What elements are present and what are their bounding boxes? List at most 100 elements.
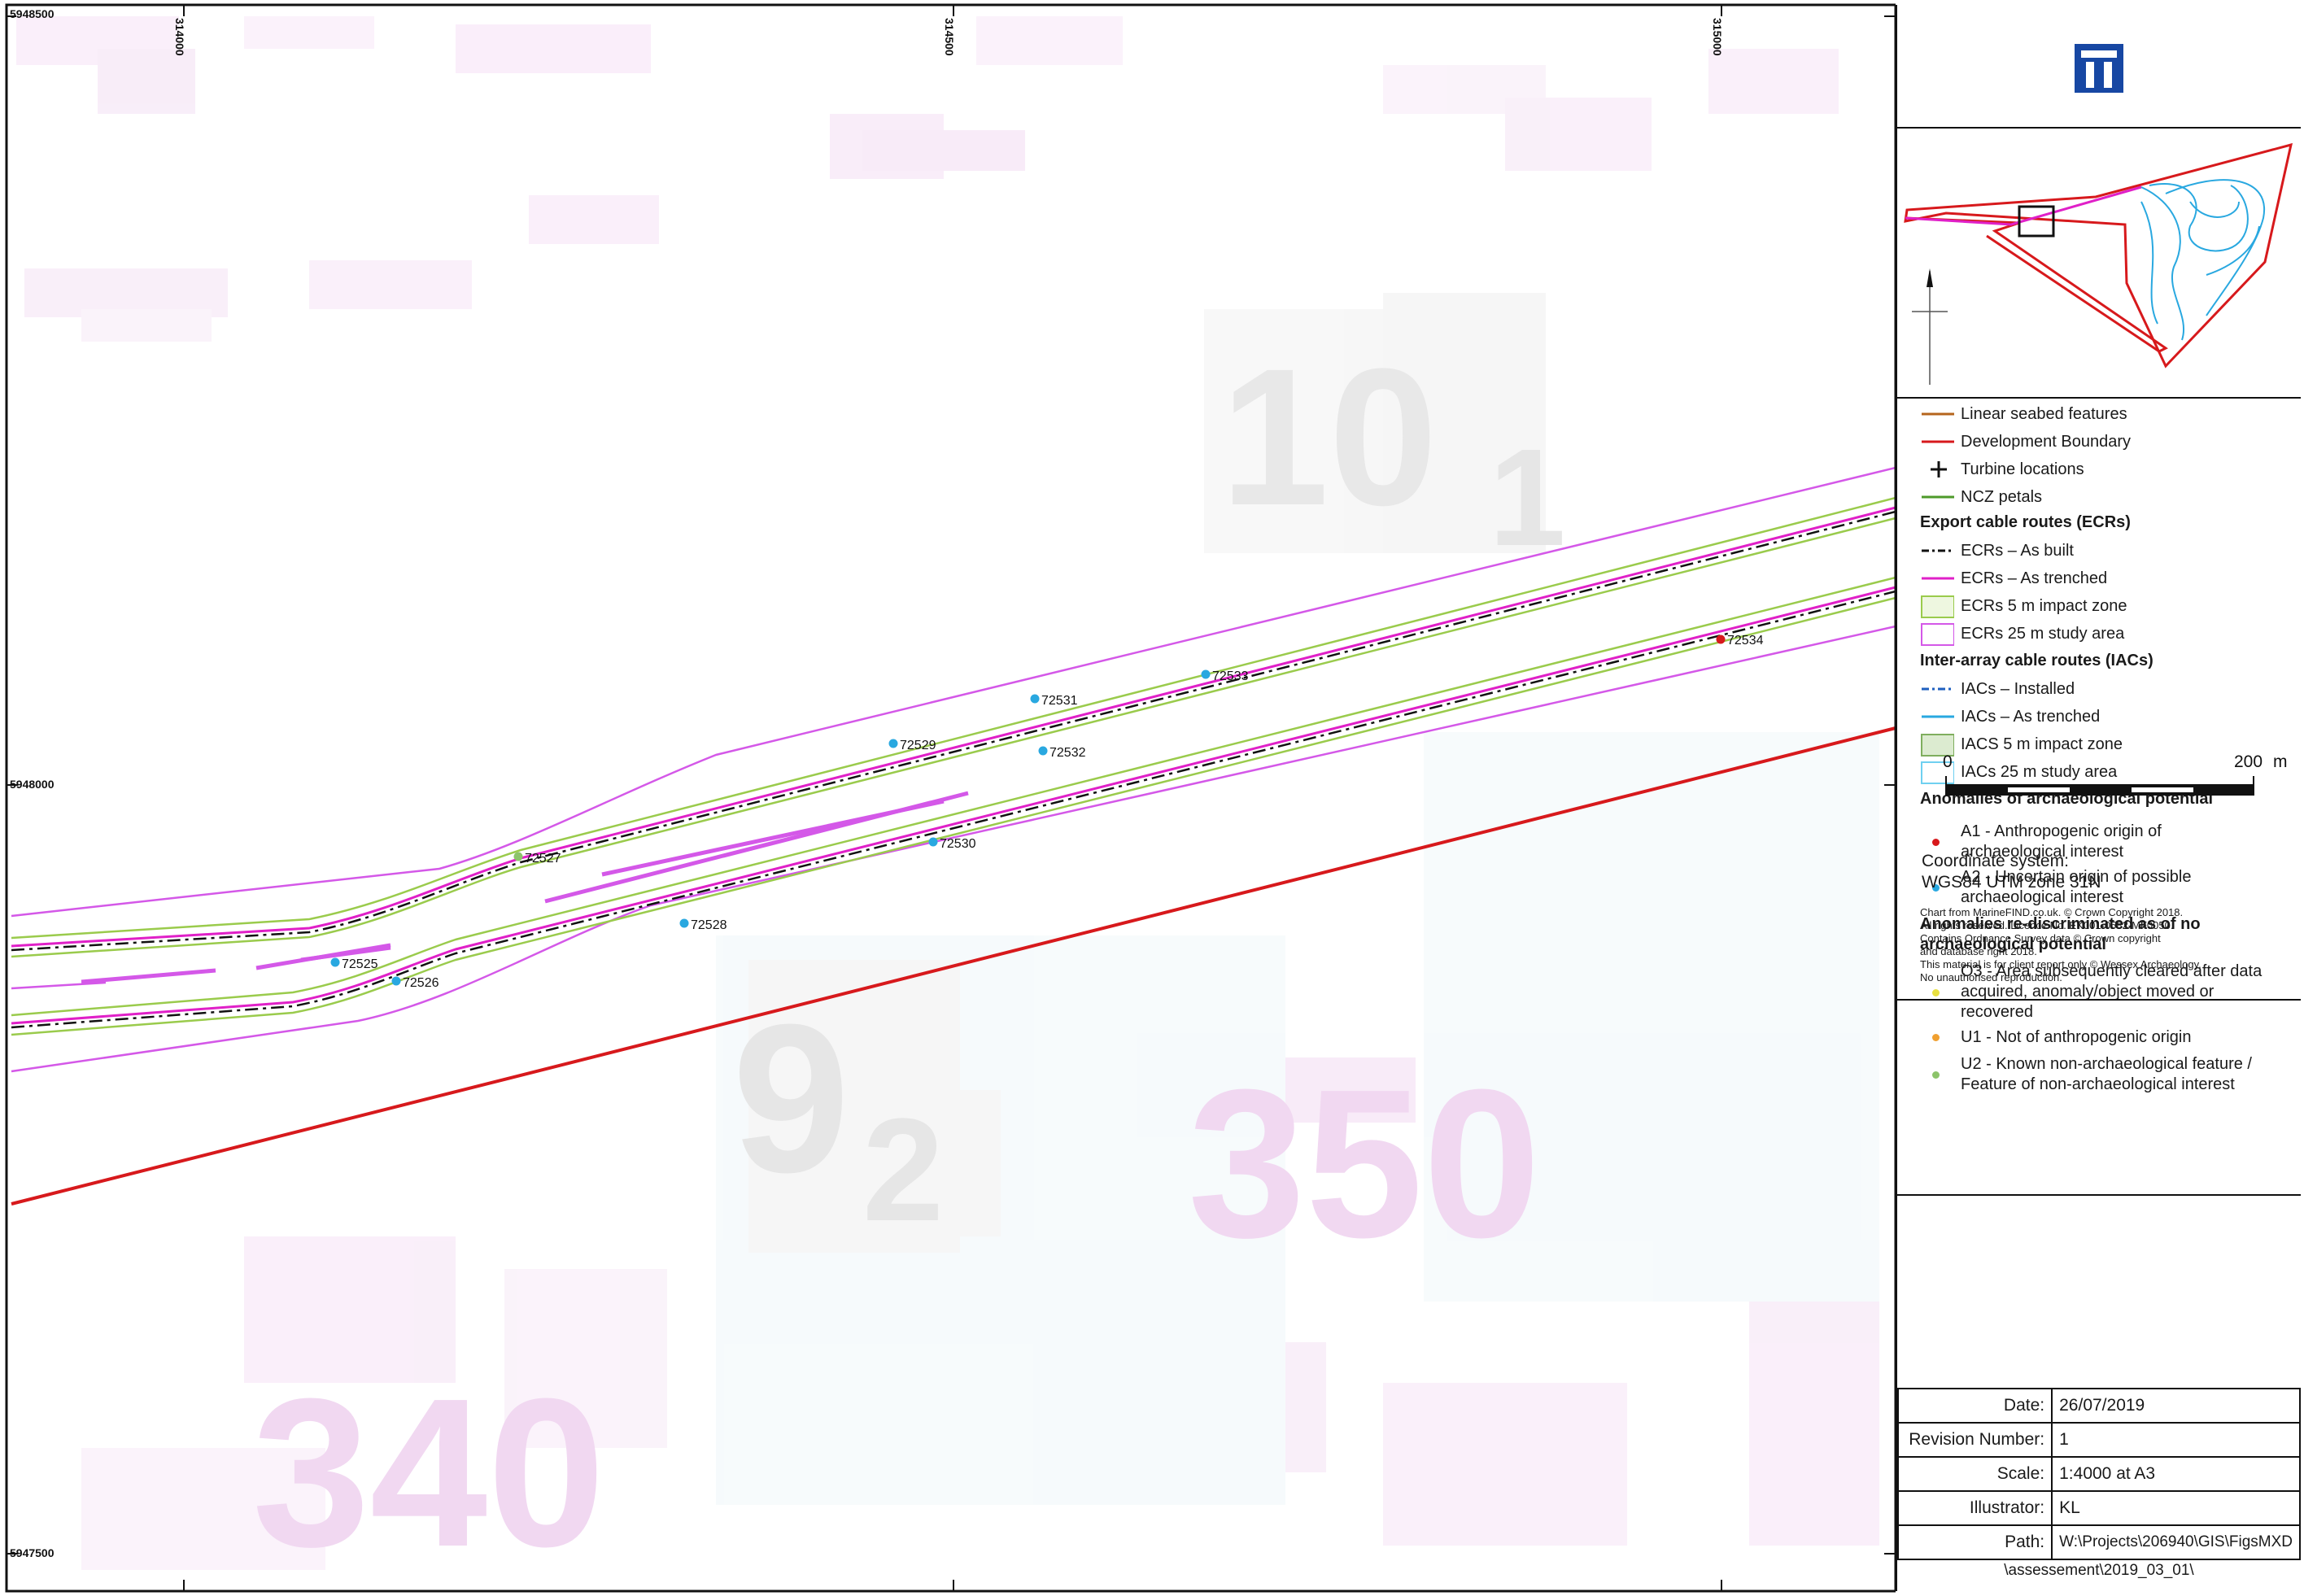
legend-label: U2 - Known non-archaeological feature / bbox=[1961, 1055, 2252, 1073]
path-key: Path: bbox=[1896, 1524, 2053, 1560]
legend-o3: O3 - Area subsequently cleared after dat… bbox=[1920, 962, 2262, 1023]
legend-label: ECRs – As built bbox=[1961, 541, 2074, 560]
legend-linear-seabed: Linear seabed features bbox=[1920, 403, 2127, 425]
map-canvas: 10 1 9 2 350 340 bbox=[5, 3, 1896, 1593]
coord-text: Coordinate system: WGS84 UTM zone 31N bbox=[1922, 852, 2101, 892]
anomaly-72531[interactable]: 72531 bbox=[1030, 694, 1078, 708]
legend-label: NCZ petals bbox=[1961, 487, 2043, 506]
depth-label: 340 bbox=[252, 1355, 605, 1591]
legend-iac-5m: IACS 5 m impact zone bbox=[1920, 734, 2123, 757]
legend-label: Linear seabed features bbox=[1961, 404, 2127, 423]
anomaly-points: 72534 72533 72531 72529 72532 bbox=[330, 634, 1764, 990]
legend-ecr-5m: ECRs 5 m impact zone bbox=[1920, 595, 2127, 618]
anomaly-72534[interactable]: 72534 bbox=[1716, 634, 1764, 648]
svg-text:72531: 72531 bbox=[1041, 694, 1078, 708]
anomaly-72527[interactable]: 72527 bbox=[513, 852, 561, 866]
scale-unit: m bbox=[2273, 752, 2288, 771]
legend-label: archaeological interest bbox=[1961, 843, 2124, 861]
legend-u2: U2 - Known non-archaeological feature / … bbox=[1920, 1054, 2252, 1095]
anomaly-72525[interactable]: 72525 bbox=[330, 957, 378, 971]
legend-ecr-25m: ECRs 25 m study area bbox=[1920, 623, 2125, 646]
map-view[interactable]: 10 1 9 2 350 340 bbox=[0, 0, 1896, 1596]
legend-label: ECRs 25 m study area bbox=[1961, 624, 2125, 643]
legend-iac-installed: IACs – Installed bbox=[1920, 678, 2075, 700]
depth-labels: 10 1 9 2 350 340 bbox=[252, 328, 1566, 1591]
legend-label: A1 - Anthropogenic origin of bbox=[1961, 822, 2162, 840]
legend-label: A2 - Uncertain origin of possible bbox=[1961, 868, 2192, 886]
northing-label: 5947500 bbox=[10, 1546, 55, 1559]
revision-value: 1 bbox=[2051, 1422, 2301, 1458]
date-value: 26/07/2019 bbox=[2051, 1388, 2301, 1424]
map-neatline bbox=[5, 3, 1896, 1593]
legend-a2: A2 - Uncertain origin of possible archae… bbox=[1920, 867, 2191, 908]
anomaly-72528[interactable]: 72528 bbox=[679, 918, 727, 932]
legend-label: IACS 5 m impact zone bbox=[1961, 735, 2123, 753]
inset-canvas bbox=[1904, 142, 2293, 385]
revision-key: Revision Number: bbox=[1896, 1422, 2053, 1458]
copyright-notice: Chart from MarineFIND.co.uk. © Crown Cop… bbox=[1920, 906, 2201, 983]
scale-label-right: 200 bbox=[2234, 752, 2263, 771]
legend-heading: Anomalies re-discriminated as of no arch… bbox=[1920, 915, 2201, 953]
date-key: Date: bbox=[1896, 1388, 2053, 1424]
ecr-as-built bbox=[11, 510, 1896, 1029]
logo-area bbox=[1897, 5, 2301, 129]
svg-text:72526: 72526 bbox=[403, 976, 439, 990]
legend-iac-trenched: IACs – As trenched bbox=[1920, 706, 2100, 727]
depth-label: 1 bbox=[1489, 421, 1566, 575]
map-legend: Linear seabed features Development Bound… bbox=[1897, 399, 2301, 1196]
development-boundary bbox=[11, 726, 1896, 1206]
svg-text:72528: 72528 bbox=[691, 918, 727, 932]
legend-panel: Linear seabed features Development Bound… bbox=[1896, 5, 2301, 1591]
wessex-logo bbox=[2075, 44, 2123, 93]
legend-label: ECRs – As trenched bbox=[1961, 569, 2108, 587]
legend-label: IACs – As trenched bbox=[1961, 707, 2101, 726]
legend-label: IACs – Installed bbox=[1961, 679, 2075, 698]
legend-label: acquired, anomaly/object moved or bbox=[1961, 983, 2215, 1001]
legend-ecr-trenched: ECRs – As trenched bbox=[1920, 568, 2107, 589]
chart-background bbox=[16, 16, 1879, 1570]
northing-label: 5948000 bbox=[10, 778, 55, 791]
anomaly-72529[interactable]: 72529 bbox=[888, 739, 936, 752]
depth-label: 9 bbox=[732, 981, 850, 1217]
legend-a1: A1 - Anthropogenic origin of archaeologi… bbox=[1920, 822, 2162, 862]
inset-iacs bbox=[2140, 179, 2266, 341]
easting-label: 315000 bbox=[1711, 18, 1724, 56]
legend-turbines: Turbine locations bbox=[1920, 459, 2084, 480]
svg-text:72530: 72530 bbox=[940, 837, 976, 851]
scale-label-left: 0 bbox=[1943, 752, 1953, 771]
ecr-5m-impact-zone bbox=[11, 496, 1896, 1036]
svg-text:72532: 72532 bbox=[1049, 746, 1086, 760]
anomaly-72533[interactable]: 72533 bbox=[1201, 669, 1249, 683]
svg-text:72527: 72527 bbox=[525, 852, 561, 866]
northing-label: 5948500 bbox=[10, 7, 55, 20]
grid-labels: 5948500 5948000 5947500 314000 314500 31… bbox=[10, 7, 1724, 1559]
ecr-as-trenched bbox=[11, 506, 1896, 1025]
legend-heading: Inter-array cable routes (IACs) bbox=[1920, 652, 2153, 669]
legend-ncz: NCZ petals bbox=[1920, 486, 2042, 508]
illustrator-key: Illustrator: bbox=[1896, 1490, 2053, 1526]
legend-label: archaeological interest bbox=[1961, 888, 2124, 906]
legend-label: Development Boundary bbox=[1961, 432, 2132, 451]
coordinate-block: Coordinate system: WGS84 UTM zone 31N Ch… bbox=[1897, 826, 2301, 1001]
anomaly-72526[interactable]: 72526 bbox=[391, 976, 439, 990]
path-value: W:\Projects\206940\GIS\FigsMXD bbox=[2051, 1524, 2301, 1560]
anomaly-72532[interactable]: 72532 bbox=[1038, 746, 1086, 760]
svg-text:72534: 72534 bbox=[1727, 634, 1764, 648]
legend-iac-25m: IACs 25 m study area bbox=[1920, 761, 2117, 784]
legend-label: O3 - Area subsequently cleared after dat… bbox=[1961, 962, 2263, 980]
depth-label: 2 bbox=[862, 1088, 944, 1252]
legend-heading: Export cable routes (ECRs) bbox=[1920, 513, 2131, 531]
easting-label: 314000 bbox=[173, 18, 186, 56]
path-value-continued: \assessement\2019_03_01\ bbox=[2004, 1562, 2194, 1579]
anomaly-72530[interactable]: 72530 bbox=[928, 837, 976, 851]
depth-label: 10 bbox=[1220, 328, 1438, 546]
title-block: Date: 26/07/2019 Revision Number: 1 Scale:… bbox=[1896, 1388, 2301, 1589]
legend-label: Feature of non-archaeological interest bbox=[1961, 1075, 2235, 1093]
illustrator-value: KL bbox=[2051, 1490, 2301, 1526]
scale-bar: 0 200 m bbox=[1897, 748, 2301, 822]
ecr-25m-study-area bbox=[11, 466, 1896, 1073]
depth-label: 350 bbox=[1188, 1046, 1541, 1282]
legend-label: recovered bbox=[1961, 1003, 2033, 1021]
seabed-scars bbox=[81, 791, 969, 984]
